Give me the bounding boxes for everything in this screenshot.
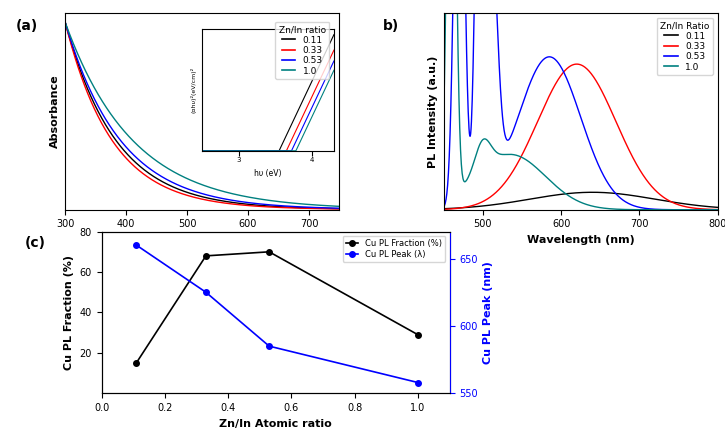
Cu PL Peak (λ)	[413, 380, 422, 385]
Y-axis label: Absorbance: Absorbance	[50, 75, 59, 148]
Legend: Cu PL Fraction (%), Cu PL Peak (λ): Cu PL Fraction (%), Cu PL Peak (λ)	[342, 236, 445, 262]
Legend: 0.11, 0.33, 0.53, 1.0: 0.11, 0.33, 0.53, 1.0	[657, 17, 713, 75]
Cu PL Fraction (%)	[202, 253, 210, 259]
Cu PL Peak (λ)	[132, 243, 141, 248]
X-axis label: Zn/In Atomic ratio: Zn/In Atomic ratio	[219, 419, 332, 429]
Y-axis label: PL Intensity (a.u.): PL Intensity (a.u.)	[428, 55, 438, 168]
Text: (c): (c)	[25, 236, 46, 250]
Y-axis label: Cu PL Peak (nm): Cu PL Peak (nm)	[484, 261, 494, 364]
Legend: 0.11, 0.33, 0.53, 1.0: 0.11, 0.33, 0.53, 1.0	[275, 21, 329, 79]
Y-axis label: Cu PL Fraction (%): Cu PL Fraction (%)	[64, 255, 74, 370]
Cu PL Peak (λ)	[202, 290, 210, 295]
Text: b): b)	[384, 19, 399, 33]
Cu PL Fraction (%)	[265, 249, 273, 254]
Cu PL Fraction (%)	[413, 332, 422, 337]
Line: Cu PL Peak (λ): Cu PL Peak (λ)	[133, 242, 420, 385]
Line: Cu PL Fraction (%): Cu PL Fraction (%)	[133, 249, 420, 366]
Cu PL Fraction (%)	[132, 361, 141, 366]
Text: (a): (a)	[16, 19, 38, 33]
X-axis label: Wavelength (nm): Wavelength (nm)	[527, 235, 634, 245]
Cu PL Peak (λ)	[265, 343, 273, 349]
X-axis label: Wavelength (nm): Wavelength (nm)	[149, 235, 256, 245]
